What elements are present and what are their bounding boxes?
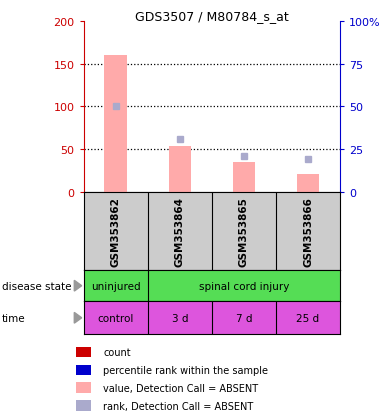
Text: 25 d: 25 d (296, 313, 320, 323)
FancyBboxPatch shape (76, 400, 91, 411)
Text: GSM353866: GSM353866 (303, 197, 313, 266)
Text: GDS3507 / M80784_s_at: GDS3507 / M80784_s_at (135, 10, 289, 23)
Polygon shape (74, 313, 82, 323)
FancyBboxPatch shape (76, 365, 91, 375)
Text: value, Detection Call = ABSENT: value, Detection Call = ABSENT (103, 383, 258, 393)
Text: spinal cord injury: spinal cord injury (199, 281, 289, 291)
Bar (169, 147, 191, 192)
Bar (105, 56, 127, 192)
Bar (233, 162, 255, 192)
Text: percentile rank within the sample: percentile rank within the sample (103, 365, 268, 375)
Text: count: count (103, 347, 131, 357)
Text: GSM353864: GSM353864 (175, 196, 185, 266)
Text: 7 d: 7 d (236, 313, 252, 323)
Text: 3 d: 3 d (171, 313, 188, 323)
Text: uninjured: uninjured (91, 281, 141, 291)
Text: rank, Detection Call = ABSENT: rank, Detection Call = ABSENT (103, 401, 253, 411)
Text: GSM353865: GSM353865 (239, 197, 249, 266)
Polygon shape (74, 281, 82, 292)
FancyBboxPatch shape (76, 347, 91, 357)
Bar (297, 175, 319, 192)
Text: control: control (98, 313, 134, 323)
FancyBboxPatch shape (76, 382, 91, 393)
Text: disease state: disease state (2, 281, 71, 291)
Text: time: time (2, 313, 25, 323)
Text: GSM353862: GSM353862 (111, 197, 121, 266)
